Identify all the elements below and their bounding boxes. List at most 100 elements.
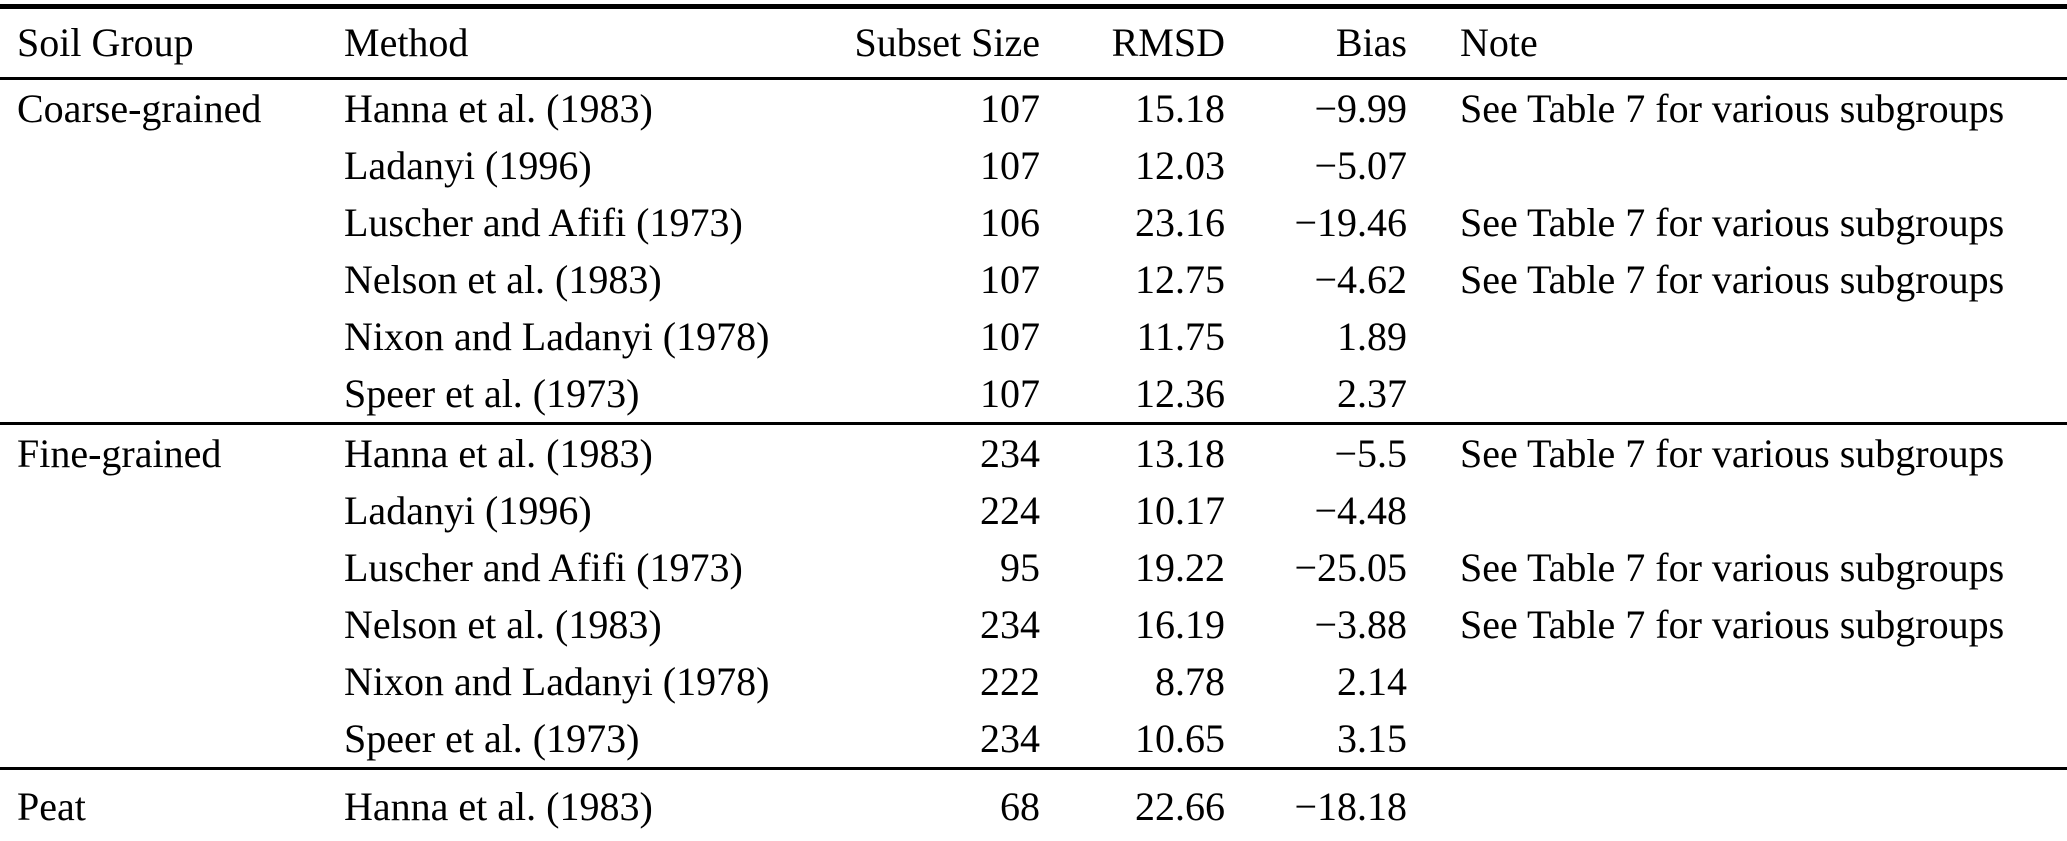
soil-group-cell xyxy=(0,482,327,539)
method-cell: Hanna et al. (1983) xyxy=(344,85,653,131)
subset-size-cell: 106 xyxy=(980,199,1040,245)
header-rmsd: RMSD xyxy=(1111,20,1225,65)
table-row: Coarse-grained Hanna et al. (1983) 107 1… xyxy=(0,79,2067,138)
rmsd-cell: 12.75 xyxy=(1135,256,1225,302)
soil-group-cell xyxy=(0,308,327,365)
method-cell: Nelson et al. (1983) xyxy=(344,256,662,302)
soil-group-cell: Peat xyxy=(17,784,86,829)
method-cell: Nelson et al. (1983) xyxy=(344,601,662,647)
table-row: Nixon and Ladanyi (1978) 222 8.78 2.14 xyxy=(0,653,2067,710)
subset-size-cell: 68 xyxy=(1000,784,1040,829)
rmsd-cell: 15.18 xyxy=(1135,85,1225,131)
subset-size-cell: 234 xyxy=(980,601,1040,647)
note-cell xyxy=(1407,769,2067,841)
method-cell: Hanna et al. (1983) xyxy=(344,430,653,476)
note-cell xyxy=(1407,365,2067,424)
method-cell: Nixon and Ladanyi (1978) xyxy=(344,313,770,359)
soil-group-cell xyxy=(0,653,327,710)
table-row: Nixon and Ladanyi (1978) 107 11.75 1.89 xyxy=(0,308,2067,365)
subset-size-cell: 107 xyxy=(980,256,1040,302)
bias-cell: 1.89 xyxy=(1337,313,1407,359)
table-row: Luscher and Afifi (1973) 95 19.22 −25.05… xyxy=(0,539,2067,596)
method-cell: Luscher and Afifi (1973) xyxy=(344,544,743,590)
method-cell: Ladanyi (1996) xyxy=(344,487,592,533)
results-table: Soil Group Method Subset Size RMSD Bias … xyxy=(0,4,2067,841)
method-cell: Speer et al. (1973) xyxy=(344,715,640,761)
header-bias: Bias xyxy=(1335,20,1407,65)
subset-size-cell: 222 xyxy=(980,658,1040,704)
rmsd-cell: 13.18 xyxy=(1135,430,1225,476)
bias-cell: −4.48 xyxy=(1314,487,1407,533)
note-cell: See Table 7 for various subgroups xyxy=(1460,430,2005,476)
note-cell: See Table 7 for various subgroups xyxy=(1460,199,2005,245)
rmsd-cell: 12.36 xyxy=(1135,370,1225,416)
subset-size-cell: 95 xyxy=(1000,544,1040,590)
rmsd-cell: 11.75 xyxy=(1136,313,1225,359)
rmsd-cell: 19.22 xyxy=(1135,544,1225,590)
note-cell: See Table 7 for various subgroups xyxy=(1460,256,2005,302)
bias-cell: −5.07 xyxy=(1314,142,1407,188)
method-cell: Hanna et al. (1983) xyxy=(344,784,653,829)
soil-group-cell xyxy=(0,596,327,653)
note-cell: See Table 7 for various subgroups xyxy=(1460,601,2005,647)
rmsd-cell: 10.65 xyxy=(1135,715,1225,761)
bias-cell: −19.46 xyxy=(1294,199,1407,245)
subset-size-cell: 234 xyxy=(980,715,1040,761)
note-cell xyxy=(1407,710,2067,769)
method-cell: Luscher and Afifi (1973) xyxy=(344,199,743,245)
header-method: Method xyxy=(344,20,469,65)
soil-group-cell xyxy=(0,365,327,424)
soil-group-cell: Coarse-grained xyxy=(17,85,262,131)
bias-cell: −25.05 xyxy=(1294,544,1407,590)
bias-cell: −5.5 xyxy=(1334,430,1407,476)
note-cell xyxy=(1407,482,2067,539)
note-cell xyxy=(1407,308,2067,365)
rmsd-cell: 10.17 xyxy=(1135,487,1225,533)
soil-group-cell xyxy=(0,539,327,596)
bias-cell: −18.18 xyxy=(1294,784,1407,829)
note-cell xyxy=(1407,653,2067,710)
header-soil-group: Soil Group xyxy=(17,20,194,65)
rmsd-cell: 12.03 xyxy=(1135,142,1225,188)
subset-size-cell: 107 xyxy=(980,85,1040,131)
rmsd-cell: 22.66 xyxy=(1135,784,1225,829)
table-header: Soil Group Method Subset Size RMSD Bias … xyxy=(0,7,2067,79)
note-cell: See Table 7 for various subgroups xyxy=(1460,544,2005,590)
table-row: Speer et al. (1973) 107 12.36 2.37 xyxy=(0,365,2067,424)
soil-group-cell: Fine-grained xyxy=(17,430,222,476)
bias-cell: 2.37 xyxy=(1337,370,1407,416)
header-note: Note xyxy=(1460,20,1538,65)
subset-size-cell: 224 xyxy=(980,487,1040,533)
table-row: Fine-grained Hanna et al. (1983) 234 13.… xyxy=(0,423,2067,483)
table-row: Ladanyi (1996) 107 12.03 −5.07 xyxy=(0,137,2067,194)
soil-group-cell xyxy=(0,251,327,308)
note-cell: See Table 7 for various subgroups xyxy=(1460,85,2005,131)
note-cell xyxy=(1407,137,2067,194)
bias-cell: 3.15 xyxy=(1337,715,1407,761)
subset-size-cell: 107 xyxy=(980,370,1040,416)
table-body: Coarse-grained Hanna et al. (1983) 107 1… xyxy=(0,79,2067,841)
rmsd-cell: 23.16 xyxy=(1135,199,1225,245)
soil-group-cell xyxy=(0,137,327,194)
table-row: Ladanyi (1996) 224 10.17 −4.48 xyxy=(0,482,2067,539)
header-row: Soil Group Method Subset Size RMSD Bias … xyxy=(0,7,2067,79)
bias-cell: 2.14 xyxy=(1337,658,1407,704)
table-row: Nelson et al. (1983) 234 16.19 −3.88 See… xyxy=(0,596,2067,653)
subset-size-cell: 107 xyxy=(980,313,1040,359)
bias-cell: −3.88 xyxy=(1314,601,1407,647)
rmsd-cell: 16.19 xyxy=(1135,601,1225,647)
bias-cell: −9.99 xyxy=(1314,85,1407,131)
subset-size-cell: 234 xyxy=(980,430,1040,476)
method-cell: Ladanyi (1996) xyxy=(344,142,592,188)
method-cell: Speer et al. (1973) xyxy=(344,370,640,416)
soil-group-cell xyxy=(0,194,327,251)
header-subset-size: Subset Size xyxy=(854,20,1040,65)
method-cell: Nixon and Ladanyi (1978) xyxy=(344,658,770,704)
subset-size-cell: 107 xyxy=(980,142,1040,188)
table-row: Luscher and Afifi (1973) 106 23.16 −19.4… xyxy=(0,194,2067,251)
table-row: Speer et al. (1973) 234 10.65 3.15 xyxy=(0,710,2067,769)
soil-group-cell xyxy=(0,710,327,769)
table-row: Peat Hanna et al. (1983) 68 22.66 −18.18 xyxy=(0,768,2067,841)
bias-cell: −4.62 xyxy=(1314,256,1407,302)
